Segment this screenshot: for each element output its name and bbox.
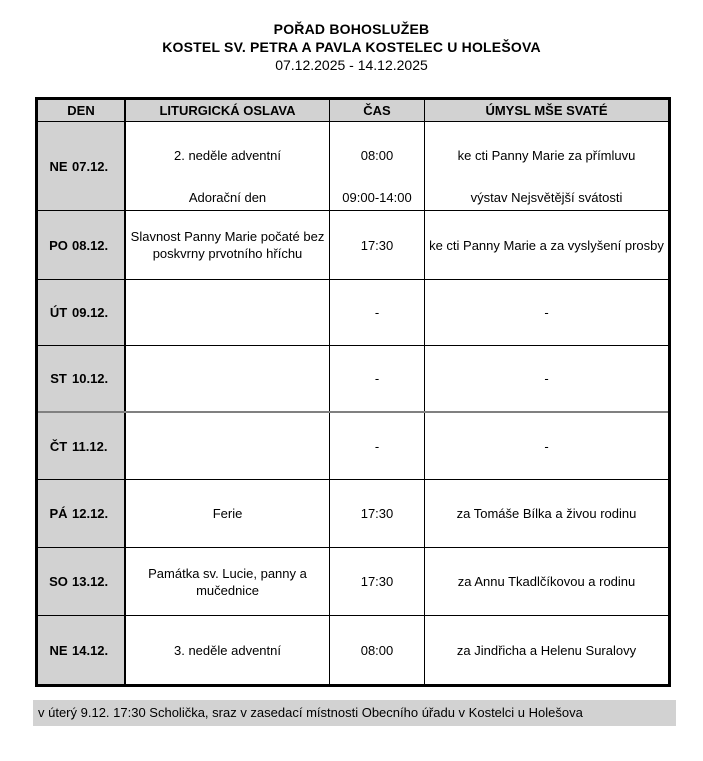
day-date: 09.12. xyxy=(72,305,109,320)
day-date: 13.12. xyxy=(72,574,109,589)
feast-cell: 2. neděle adventní Adorační den xyxy=(126,122,330,210)
day-abbr: PO xyxy=(49,237,68,253)
table-row: ČT 11.12. - - xyxy=(38,413,668,480)
intention-line-1: ke cti Panny Marie za přímluvu xyxy=(457,148,636,163)
table-row: NE 14.12. 3. neděle adventní 08:00 za Ji… xyxy=(38,616,668,684)
day-abbr: NE xyxy=(49,158,68,174)
day-abbr: SO xyxy=(49,574,68,589)
day-cell: PÁ 12.12. xyxy=(38,480,126,547)
day-date: 10.12. xyxy=(72,371,109,386)
day-abbr: ČT xyxy=(49,438,68,454)
day-cell: ÚT 09.12. xyxy=(38,280,126,345)
intention-cell: za Jindřicha a Helenu Suralovy xyxy=(456,642,637,658)
day-abbr: PÁ xyxy=(49,506,68,521)
day-cell: ČT 11.12. xyxy=(38,413,126,479)
page-title: POŘAD BOHOSLUŽEB xyxy=(273,21,430,37)
feast-line-1: 2. neděle adventní xyxy=(174,148,281,163)
table-header-row: DEN LITURGICKÁ OSLAVA ČAS ÚMYSL MŠE SVAT… xyxy=(38,100,668,122)
day-cell: NE 07.12. xyxy=(38,122,126,210)
time-line-2: 09:00-14:00 xyxy=(342,190,412,205)
feast-cell: Ferie xyxy=(126,480,330,547)
time-cell: 17:30 xyxy=(330,480,425,547)
day-date: 11.12. xyxy=(72,438,108,454)
intention-cell: - xyxy=(544,371,549,386)
footer-note: v úterý 9.12. 17:30 Scholička, sraz v za… xyxy=(33,700,676,726)
intention-cell: ke cti Panny Marie za přímluvu výstav Ne… xyxy=(425,122,668,210)
time-cell: - xyxy=(330,413,425,479)
table-row: PO 08.12. Slavnost Panny Marie počaté be… xyxy=(38,211,668,280)
day-abbr: ST xyxy=(50,371,67,386)
footer-note-text: v úterý 9.12. 17:30 Scholička, sraz v za… xyxy=(38,705,583,720)
feast-cell: Slavnost Panny Marie počaté bez poskvrny… xyxy=(126,211,330,279)
time-cell: 08:00 09:00-14:00 xyxy=(330,122,425,210)
day-date: 14.12. xyxy=(72,642,109,658)
day-date: 07.12. xyxy=(72,158,109,174)
feast-cell: 3. neděle adventní xyxy=(126,616,330,684)
table-row: ST 10.12. - - xyxy=(38,346,668,413)
feast-cell xyxy=(126,346,330,411)
time-cell: - xyxy=(330,280,425,345)
day-abbr: NE xyxy=(49,642,68,658)
column-header-day: DEN xyxy=(38,100,126,121)
day-date: 12.12. xyxy=(72,506,109,521)
day-cell: ST 10.12. xyxy=(38,346,126,411)
table-row: NE 07.12. 2. neděle adventní Adorační de… xyxy=(38,122,668,211)
day-date: 08.12. xyxy=(72,237,109,253)
feast-line-2: Adorační den xyxy=(188,190,267,205)
intention-cell: - xyxy=(544,438,549,454)
intention-cell: ke cti Panny Marie a za vyslyšení prosby xyxy=(429,237,664,253)
time-cell: 08:00 xyxy=(330,616,425,684)
feast-cell xyxy=(126,280,330,345)
intention-cell: - xyxy=(544,305,549,320)
page-subtitle: KOSTEL SV. PETRA A PAVLA KOSTELEC U HOLE… xyxy=(162,39,541,55)
table-row: ÚT 09.12. - - xyxy=(38,280,668,346)
column-header-time: ČAS xyxy=(330,100,425,121)
day-abbr: ÚT xyxy=(49,305,68,320)
feast-cell xyxy=(126,413,330,479)
day-cell: PO 08.12. xyxy=(38,211,126,279)
column-header-intention: ÚMYSL MŠE SVATÉ xyxy=(425,100,668,121)
intention-line-2: výstav Nejsvětější svátosti xyxy=(470,190,623,205)
table-row: SO 13.12. Památka sv. Lucie, panny a muč… xyxy=(38,548,668,616)
document-header: POŘAD BOHOSLUŽEB KOSTEL SV. PETRA A PAVL… xyxy=(0,0,703,74)
date-range: 07.12.2025 - 14.12.2025 xyxy=(275,57,428,73)
time-line-1: 08:00 xyxy=(360,148,394,163)
intention-cell: za Tomáše Bílka a živou rodinu xyxy=(456,506,637,521)
column-header-feast: LITURGICKÁ OSLAVA xyxy=(126,100,330,121)
time-cell: 17:30 xyxy=(330,548,425,615)
day-cell: NE 14.12. xyxy=(38,616,126,684)
time-cell: - xyxy=(330,346,425,411)
table-row: PÁ 12.12. Ferie 17:30 za Tomáše Bílka a … xyxy=(38,480,668,548)
time-cell: 17:30 xyxy=(330,211,425,279)
intention-cell: za Annu Tkadlčíkovou a rodinu xyxy=(457,574,636,589)
day-cell: SO 13.12. xyxy=(38,548,126,615)
schedule-table: DEN LITURGICKÁ OSLAVA ČAS ÚMYSL MŠE SVAT… xyxy=(35,97,671,687)
feast-cell: Památka sv. Lucie, panny a mučednice xyxy=(126,548,330,615)
